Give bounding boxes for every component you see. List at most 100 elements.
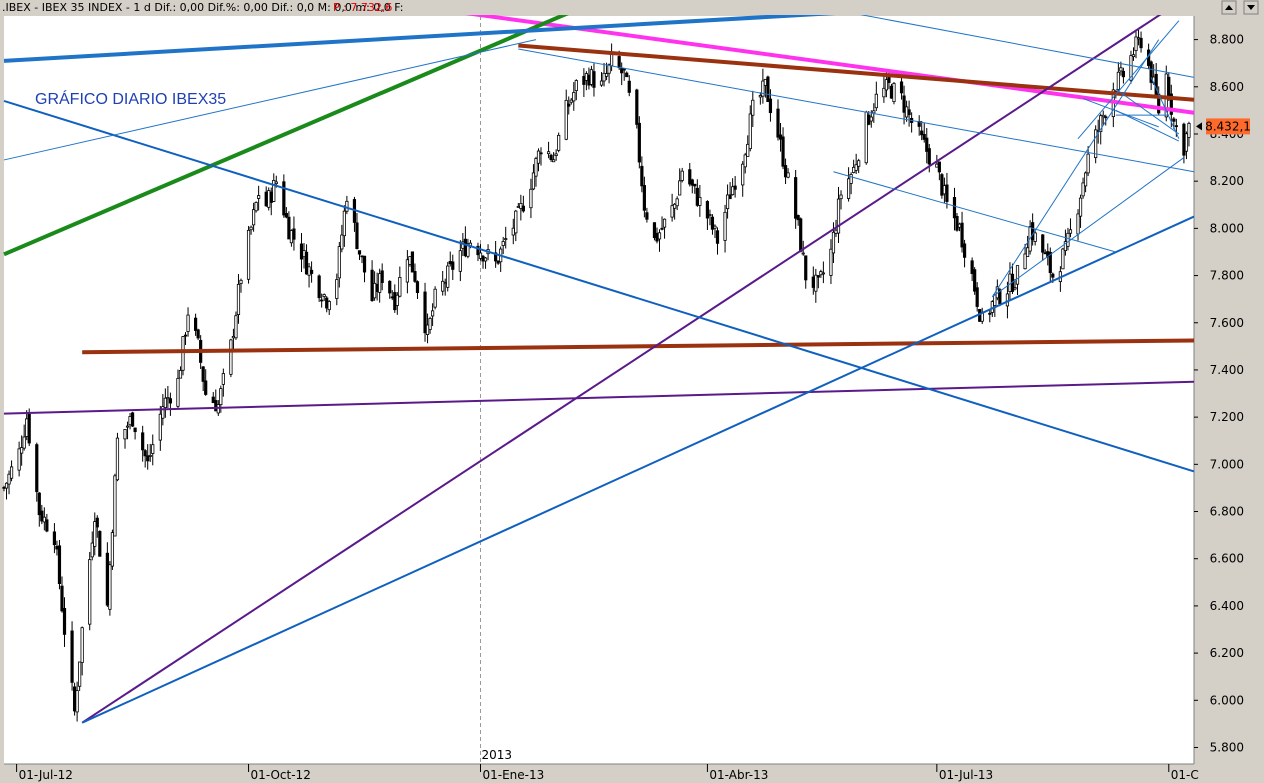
candle-body bbox=[52, 531, 57, 546]
candle-body bbox=[627, 80, 631, 93]
candle-body bbox=[98, 530, 102, 557]
candle-body bbox=[327, 301, 331, 311]
candle-body bbox=[168, 398, 172, 404]
candle-body bbox=[410, 251, 415, 273]
candle-body bbox=[834, 229, 838, 234]
candle-body bbox=[574, 80, 578, 92]
candle-body bbox=[1015, 265, 1020, 285]
y-tick-label: 6.800 bbox=[1210, 505, 1244, 519]
candle-body bbox=[309, 269, 314, 274]
candle-body bbox=[710, 216, 715, 230]
candle-body bbox=[521, 205, 525, 212]
candle-body bbox=[569, 99, 573, 103]
last-price-box bbox=[1206, 118, 1250, 135]
candle-body bbox=[183, 334, 188, 337]
candle-body bbox=[267, 190, 271, 208]
candle-body bbox=[567, 103, 571, 107]
candle-body bbox=[695, 187, 699, 206]
candle-body bbox=[816, 275, 820, 278]
candle-body bbox=[20, 447, 24, 454]
candle-body bbox=[239, 279, 243, 284]
candle-body bbox=[446, 265, 450, 288]
y-tick-label: 6.600 bbox=[1210, 552, 1244, 566]
chart-scroll-down-icon[interactable] bbox=[1243, 0, 1259, 15]
candle-body bbox=[1182, 123, 1186, 156]
candle-body bbox=[398, 277, 402, 297]
candle-body bbox=[289, 230, 294, 244]
y-tick-label: 7.000 bbox=[1210, 457, 1244, 471]
blue-thin-fan-3 bbox=[991, 39, 1160, 298]
chart-scroll-up-icon[interactable] bbox=[1221, 0, 1237, 15]
y-tick-label: 6.200 bbox=[1210, 646, 1244, 660]
candle-body bbox=[274, 181, 278, 185]
candle-body bbox=[448, 261, 452, 265]
candle-body bbox=[904, 106, 909, 118]
candle-body bbox=[27, 413, 31, 444]
candle-body bbox=[804, 255, 808, 281]
candle-body bbox=[55, 545, 59, 550]
candle-body bbox=[481, 255, 485, 262]
candle-body bbox=[1061, 248, 1065, 270]
candle-body bbox=[393, 292, 397, 311]
candle-body bbox=[962, 243, 967, 258]
candle-body bbox=[673, 203, 677, 209]
candle-body bbox=[519, 203, 523, 209]
candle-body bbox=[867, 114, 871, 125]
candle-body bbox=[504, 238, 508, 240]
candle-body bbox=[1172, 118, 1176, 122]
brown-resistance bbox=[518, 43, 1195, 102]
candle-body bbox=[186, 314, 190, 332]
x-tick-label: 01-Oct-12 bbox=[251, 768, 311, 782]
y-tick-label: 5.800 bbox=[1210, 740, 1244, 754]
candle-body bbox=[852, 166, 856, 173]
candle-body bbox=[42, 516, 46, 523]
candle-body bbox=[123, 429, 127, 440]
candle-body bbox=[970, 260, 974, 274]
candle-body bbox=[557, 134, 561, 151]
candle-body bbox=[249, 226, 253, 231]
blue-thin-mid bbox=[518, 48, 1195, 173]
candle-body bbox=[645, 212, 649, 220]
candle-body bbox=[799, 218, 803, 252]
candle-body bbox=[1048, 251, 1052, 274]
candle-body bbox=[937, 161, 941, 173]
candle-body bbox=[219, 388, 223, 406]
candle-body bbox=[957, 223, 962, 228]
candle-body bbox=[1066, 232, 1070, 247]
candle-body bbox=[143, 450, 147, 457]
candle-body bbox=[130, 412, 135, 427]
candle-body bbox=[115, 437, 120, 481]
candle-body bbox=[4, 482, 9, 489]
candle-body bbox=[690, 179, 694, 186]
candle-body bbox=[1051, 273, 1055, 278]
candle-body bbox=[320, 299, 324, 302]
candle-body bbox=[229, 339, 233, 375]
candle-body bbox=[1184, 133, 1189, 152]
candle-body bbox=[604, 73, 609, 77]
candle-body bbox=[836, 198, 841, 234]
candle-body bbox=[552, 159, 556, 163]
candle-body bbox=[741, 163, 745, 186]
candle-body bbox=[761, 80, 765, 97]
candle-body bbox=[1083, 172, 1088, 187]
candle-body bbox=[441, 280, 445, 292]
candle-body bbox=[428, 318, 432, 330]
candle-body bbox=[322, 294, 326, 297]
candle-body bbox=[501, 241, 505, 246]
candle-body bbox=[37, 492, 41, 516]
candle-body bbox=[975, 287, 979, 307]
candle-body bbox=[1174, 125, 1178, 128]
candle-body bbox=[728, 194, 732, 200]
candle-body bbox=[408, 256, 412, 265]
candle-body bbox=[617, 56, 621, 69]
candle-body bbox=[748, 113, 752, 150]
candle-body bbox=[9, 466, 14, 479]
candle-body bbox=[413, 271, 417, 282]
candle-body bbox=[725, 194, 730, 210]
candle-body bbox=[993, 294, 997, 306]
plot-area bbox=[4, 16, 1194, 764]
candle-body bbox=[854, 164, 858, 171]
candle-body bbox=[95, 517, 99, 528]
candle-body bbox=[302, 250, 306, 258]
candle-body bbox=[1081, 182, 1085, 197]
